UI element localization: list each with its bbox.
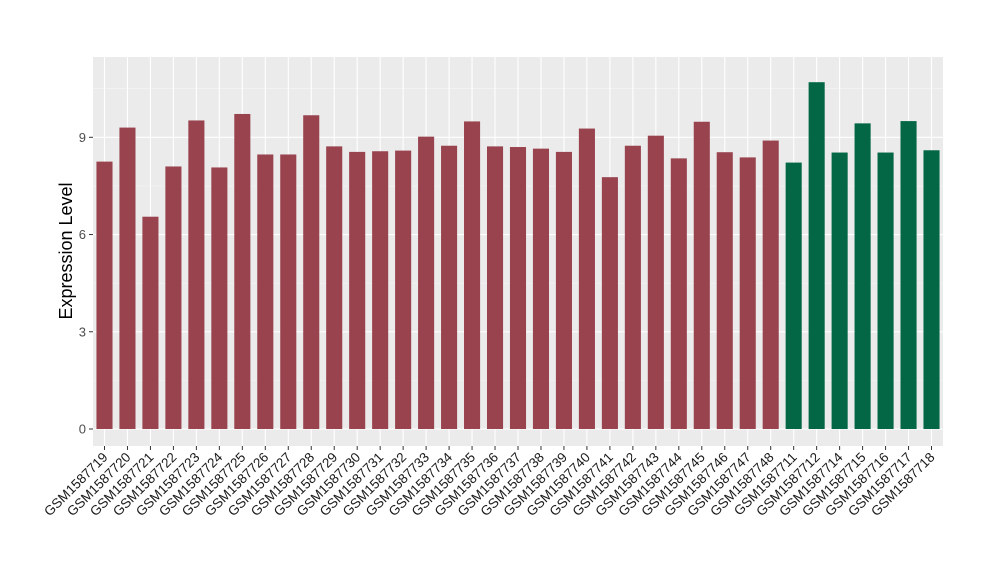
bar-GSM1587739 (555, 151, 572, 429)
bar-GSM1587721 (142, 216, 159, 429)
bar-GSM1587715 (854, 123, 871, 429)
bar-GSM1587728 (303, 115, 320, 429)
bar-GSM1587732 (395, 150, 412, 429)
bar-GSM1587731 (372, 151, 389, 429)
bar-GSM1587718 (923, 150, 940, 429)
bar-GSM1587725 (234, 113, 251, 429)
bar-GSM1587733 (418, 136, 435, 430)
bar-GSM1587735 (464, 121, 481, 429)
bar-GSM1587737 (509, 147, 527, 429)
y-axis-title: Expression Level (56, 182, 76, 319)
y-tick-label: 3 (79, 324, 86, 339)
x-axis: GSM1587719GSM1587720GSM1587721GSM1587722… (41, 446, 938, 519)
bar-GSM1587748 (762, 140, 779, 429)
y-tick-label: 0 (79, 422, 86, 437)
bar-GSM1587742 (624, 145, 641, 430)
bar-GSM1587724 (211, 167, 228, 429)
bar-GSM1587740 (578, 128, 595, 429)
bar-GSM1587730 (349, 151, 366, 429)
bar-GSM1587745 (693, 121, 710, 429)
bar-GSM1587722 (165, 166, 182, 430)
bar-GSM1587726 (257, 154, 274, 429)
bar-GSM1587736 (486, 146, 504, 429)
bar-GSM1587719 (96, 161, 113, 429)
bars (96, 82, 940, 430)
bar-GSM1587746 (716, 152, 733, 429)
bar-GSM1587744 (670, 158, 687, 429)
bar-GSM1587727 (280, 154, 297, 429)
bar-GSM1587723 (188, 120, 205, 429)
bar-GSM1587734 (441, 145, 458, 430)
y-axis: 0 3 6 9 (79, 130, 93, 437)
bar-GSM1587738 (532, 148, 550, 429)
bar-GSM1587720 (119, 127, 136, 430)
bar-GSM1587743 (647, 135, 664, 429)
bar-GSM1587741 (601, 177, 618, 429)
y-tick-label: 9 (79, 130, 86, 145)
bar-GSM1587711 (785, 162, 802, 429)
bar-GSM1587712 (808, 82, 825, 430)
bar-GSM1587747 (739, 157, 756, 430)
bar-GSM1587717 (900, 121, 917, 430)
y-tick-label: 6 (79, 227, 86, 242)
bar-GSM1587714 (831, 152, 848, 429)
bar-GSM1587716 (877, 152, 894, 429)
bar-GSM1587729 (326, 146, 343, 429)
